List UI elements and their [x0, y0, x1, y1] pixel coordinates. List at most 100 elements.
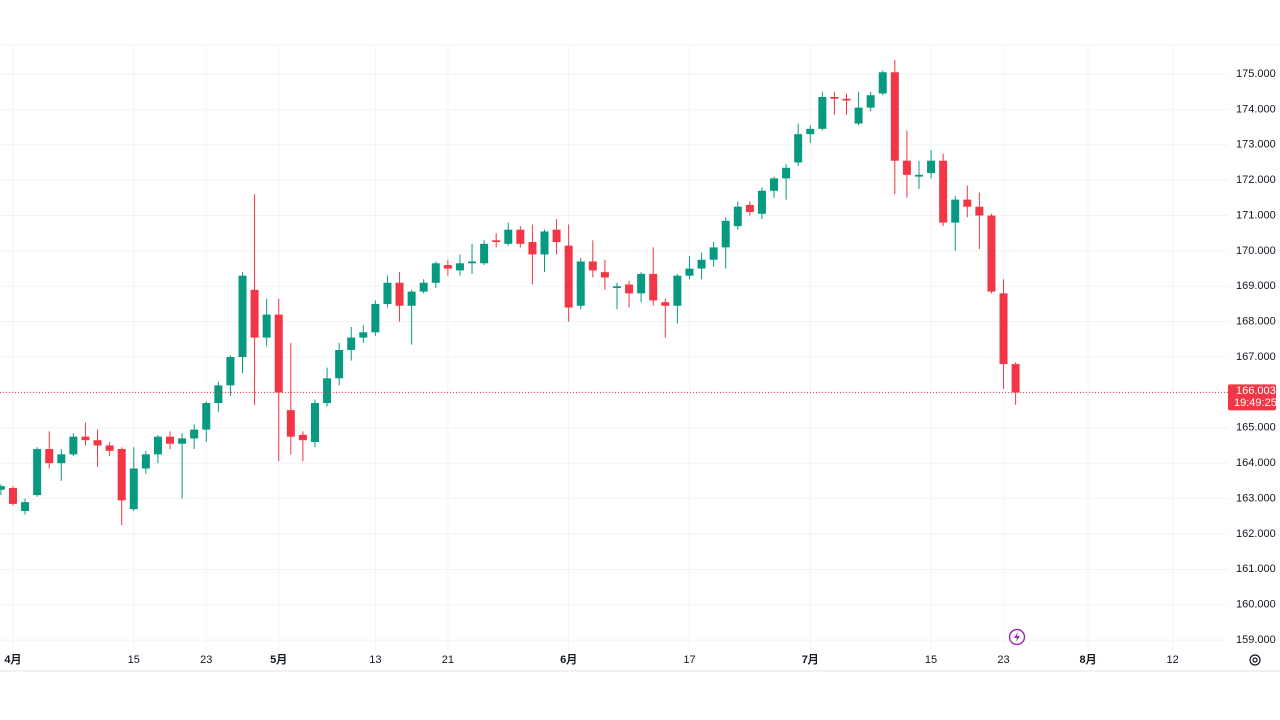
x-tick-label: 12 [1167, 654, 1179, 666]
y-tick-label: 174.000 [1236, 103, 1276, 115]
candle-body [927, 160, 936, 174]
candle-body [419, 282, 428, 292]
candle-body [576, 261, 585, 306]
y-tick-label: 167.000 [1236, 351, 1276, 363]
candle-body [250, 289, 259, 338]
candle-body [987, 215, 996, 292]
candle-body [806, 128, 815, 135]
candle-body [625, 284, 634, 294]
candle-body [480, 243, 489, 264]
x-tick-label: 15 [925, 654, 937, 666]
candle-body [153, 436, 162, 455]
alert-icon[interactable] [1008, 628, 1026, 646]
candle-body [866, 95, 875, 108]
y-tick-label: 159.000 [1236, 634, 1276, 646]
candle-body [455, 263, 464, 271]
candle-body [794, 134, 803, 163]
y-tick-label: 163.000 [1236, 492, 1276, 504]
candle-body [516, 229, 525, 244]
candle-body [286, 410, 295, 437]
candle-body [612, 286, 621, 289]
candle-body [854, 107, 863, 124]
last-price-label: 166.003 [1236, 385, 1276, 397]
candle-body [697, 259, 706, 269]
candle-body [0, 486, 5, 490]
candle-body [721, 220, 730, 248]
candle-body [443, 265, 452, 269]
candle-body [347, 337, 356, 350]
candle-body [310, 403, 319, 442]
candle-body [274, 314, 283, 393]
candle-body [238, 275, 247, 358]
candle-body [117, 449, 126, 501]
candle-body [335, 349, 344, 379]
candle-body [69, 436, 78, 455]
candle-body [395, 282, 404, 306]
y-tick-label: 171.000 [1236, 209, 1276, 221]
candle-body [45, 449, 54, 464]
x-tick-label: 5月 [270, 653, 287, 666]
candle-body [166, 436, 175, 444]
settings-icon[interactable] [1249, 654, 1261, 666]
candle-body [963, 199, 972, 207]
candle-body [770, 178, 779, 191]
x-tick-label: 7月 [802, 653, 819, 666]
candle-body [745, 204, 754, 212]
y-tick-label: 170.000 [1236, 245, 1276, 257]
candle-body [371, 303, 380, 333]
candle-body [757, 190, 766, 214]
y-tick-label: 175.000 [1236, 68, 1276, 80]
candle-body [262, 314, 271, 338]
candle-body [129, 468, 138, 510]
candle-body [842, 98, 851, 101]
candle-body [8, 487, 17, 504]
candle-body [57, 454, 66, 464]
candle-body [226, 357, 235, 386]
candle-body [540, 231, 549, 255]
y-tick-label: 168.000 [1236, 316, 1276, 328]
y-tick-label: 164.000 [1236, 457, 1276, 469]
candle-body [528, 242, 537, 255]
candle-body [914, 174, 923, 177]
x-tick-label: 6月 [560, 653, 577, 666]
candle-body [93, 440, 102, 446]
candle-body [588, 261, 597, 271]
candle-body [178, 438, 187, 444]
candle-body [298, 434, 307, 441]
x-tick-label: 8月 [1080, 653, 1097, 666]
candle-body [818, 97, 827, 129]
candle-body [431, 263, 440, 283]
candle-body [661, 302, 670, 306]
candle-body [600, 272, 609, 278]
candle-body [383, 282, 392, 304]
x-tick-label: 13 [369, 654, 381, 666]
x-tick-label: 21 [442, 654, 454, 666]
x-tick-label: 4月 [4, 653, 21, 666]
candle-body [878, 72, 887, 94]
candle-body [975, 206, 984, 216]
y-tick-label: 169.000 [1236, 280, 1276, 292]
y-tick-label: 161.000 [1236, 563, 1276, 575]
candle-body [552, 229, 561, 243]
candle-body [1011, 364, 1020, 393]
candle-body [202, 403, 211, 430]
y-tick-label: 160.000 [1236, 599, 1276, 611]
candle-body [902, 160, 911, 175]
candle-body [21, 502, 30, 511]
candle-body [105, 445, 114, 451]
candle-body [33, 449, 42, 496]
candle-body [999, 293, 1008, 365]
y-tick-label: 165.000 [1236, 422, 1276, 434]
candle-body [141, 454, 150, 469]
candle-body [709, 247, 718, 260]
candle-body [492, 240, 501, 243]
candle-body [951, 199, 960, 223]
candle-body [637, 273, 646, 294]
candle-body [830, 97, 839, 99]
candle-body [890, 72, 899, 161]
candle-body [407, 291, 416, 306]
y-tick-label: 172.000 [1236, 174, 1276, 186]
candle-body [214, 385, 223, 404]
candle-body [782, 167, 791, 179]
